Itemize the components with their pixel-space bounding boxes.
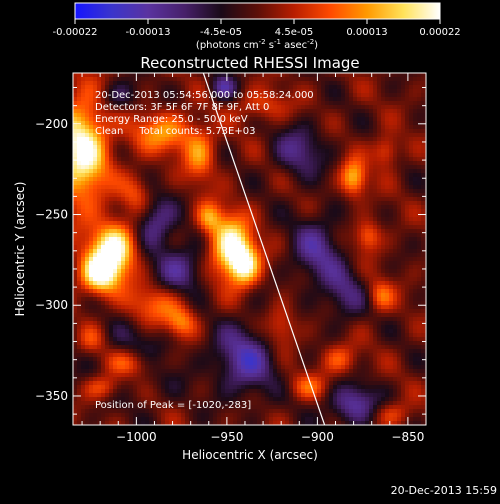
colorbar-tick-label: -0.00013 bbox=[126, 27, 171, 38]
colorbar-ticks bbox=[75, 19, 440, 24]
y-tick-labels: −350 −300 −250 −200 bbox=[35, 117, 68, 403]
y-tick-label: −200 bbox=[35, 117, 68, 131]
y-tick-label: −250 bbox=[35, 208, 68, 222]
colorbar-tick-label: 0.00022 bbox=[419, 27, 460, 38]
x-tick-label: −950 bbox=[210, 430, 243, 444]
annotation-peak-position: Position of Peak = [-1020,-283] bbox=[95, 400, 251, 411]
y-tick-label: −300 bbox=[35, 298, 68, 312]
annotation-energy-range: Energy Range: 25.0 - 50.0 keV bbox=[95, 114, 248, 125]
colorbar-tick-labels: -0.00022 -0.00013 -4.5e-05 4.5e-05 0.000… bbox=[53, 27, 461, 38]
x-tick-labels: −1000 −950 −900 −850 bbox=[116, 430, 424, 444]
colorbar-units: (photons cm-2 s-1 asec-2) bbox=[196, 38, 318, 51]
x-tick-label: −900 bbox=[301, 430, 334, 444]
plot-timestamp: 20-Dec-2013 15:59 bbox=[391, 484, 497, 497]
colorbar-tick-label: -0.00022 bbox=[53, 27, 98, 38]
y-tick-label: −350 bbox=[35, 389, 68, 403]
annotation-clean-counts: Clean Total counts: 5.73E+03 bbox=[95, 126, 255, 137]
annotation-time-range: 20-Dec-2013 05:54:56.000 to 05:58:24.000 bbox=[95, 90, 314, 101]
x-tick-label: −1000 bbox=[116, 430, 157, 444]
y-axis-label: Heliocentric Y (arcsec) bbox=[13, 182, 27, 317]
x-tick-label: −850 bbox=[391, 430, 424, 444]
x-axis-label: Heliocentric X (arcsec) bbox=[182, 448, 318, 462]
colorbar-tick-label: 0.00013 bbox=[346, 27, 387, 38]
colorbar-tick-label: -4.5e-05 bbox=[200, 27, 242, 38]
colorbar-tick-label: 4.5e-05 bbox=[275, 27, 313, 38]
chart-title: Reconstructed RHESSI Image bbox=[140, 54, 359, 72]
annotation-detectors: Detectors: 3F 5F 6F 7F 8F 9F, Att 0 bbox=[95, 102, 269, 113]
colorbar bbox=[75, 3, 440, 19]
